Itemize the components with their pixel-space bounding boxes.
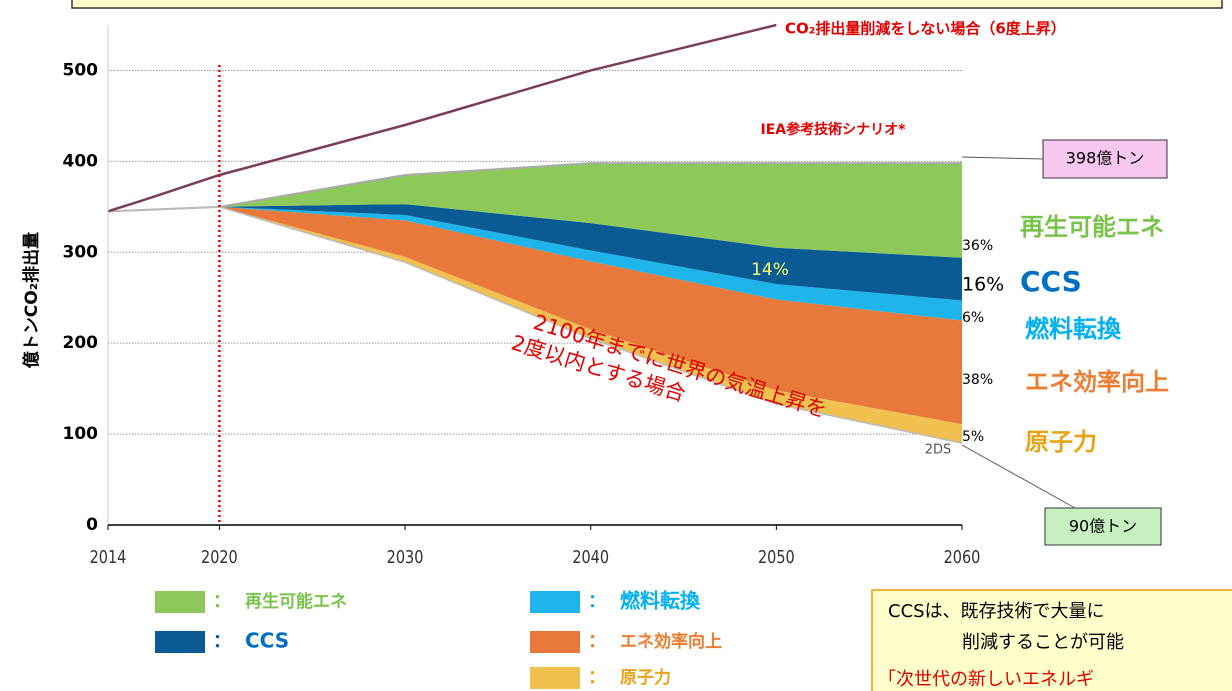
y-tick-label: 500 xyxy=(63,60,99,80)
top-box xyxy=(71,0,1223,9)
legend-separator: ： xyxy=(213,631,231,652)
area xyxy=(108,206,962,425)
y-tick-label: 0 xyxy=(86,515,98,535)
legend-swatch xyxy=(530,631,580,653)
y-tick-label: 400 xyxy=(63,151,99,171)
legend-separator: ： xyxy=(588,591,606,612)
legend-swatch xyxy=(530,591,580,613)
base-line xyxy=(107,206,963,444)
callout-box xyxy=(1042,139,1168,179)
y-axis-label: 億トンCO₂排出量 xyxy=(21,232,42,368)
x-tick-label: 2050 xyxy=(758,546,795,567)
legend-label: 燃料転換 xyxy=(620,589,701,613)
legend-label: CCS xyxy=(245,629,289,653)
share-label: 16% xyxy=(962,274,1004,296)
legend-label: 再生可能エネ xyxy=(245,591,347,612)
area xyxy=(108,204,962,301)
x-tick-label: 2060 xyxy=(944,546,981,567)
note-text: CCSは、既存技術で大量に xyxy=(888,601,1105,622)
x-tick-label: 2020 xyxy=(201,546,238,567)
series-label: CCS xyxy=(1020,265,1082,298)
series-label: 再生可能エネ xyxy=(1020,213,1164,241)
legend-swatch xyxy=(155,591,205,613)
legend-separator: ： xyxy=(213,591,231,612)
callout: 90億トン xyxy=(1069,517,1137,536)
line xyxy=(107,23,777,213)
annotation: 14% xyxy=(751,260,789,280)
share-label: 36% xyxy=(962,238,993,254)
reference-label: IEA参考技術シナリオ* xyxy=(761,121,907,138)
legend-swatch xyxy=(155,631,205,653)
callout: 398億トン xyxy=(1066,149,1145,168)
x-tick-label: 2030 xyxy=(387,546,424,567)
series-label: 原子力 xyxy=(1025,428,1097,456)
callout-pointer xyxy=(961,444,1076,509)
area xyxy=(108,206,962,321)
x-tick-label: 2014 xyxy=(90,546,127,567)
note-box xyxy=(871,589,1232,691)
share-label: 5% xyxy=(962,429,984,445)
base-label: 2DS xyxy=(925,443,952,458)
line-label: CO₂排出量削減をしない場合（6度上昇） xyxy=(785,20,1066,38)
y-tick-label: 100 xyxy=(63,424,99,444)
series-label: 燃料転換 xyxy=(1025,315,1122,343)
callout-box xyxy=(1044,507,1162,546)
share-label: 38% xyxy=(962,372,993,388)
note-text: 「次世代の新しいエネルギ xyxy=(878,669,1094,690)
y-tick-label: 300 xyxy=(63,242,99,262)
share-label: 6% xyxy=(962,310,984,326)
legend-swatch xyxy=(530,667,580,689)
note-text: 削減することが可能 xyxy=(962,632,1124,653)
series-label: エネ効率向上 xyxy=(1025,368,1169,396)
legend-label: エネ効率向上 xyxy=(620,631,722,652)
x-tick-label: 2040 xyxy=(572,546,609,567)
legend-separator: ： xyxy=(588,631,606,652)
legend-label: 原子力 xyxy=(620,667,671,688)
area xyxy=(108,206,962,444)
callout-pointer xyxy=(961,156,1044,160)
y-tick-label: 200 xyxy=(63,333,99,353)
area xyxy=(108,163,962,258)
legend-separator: ： xyxy=(588,667,606,688)
